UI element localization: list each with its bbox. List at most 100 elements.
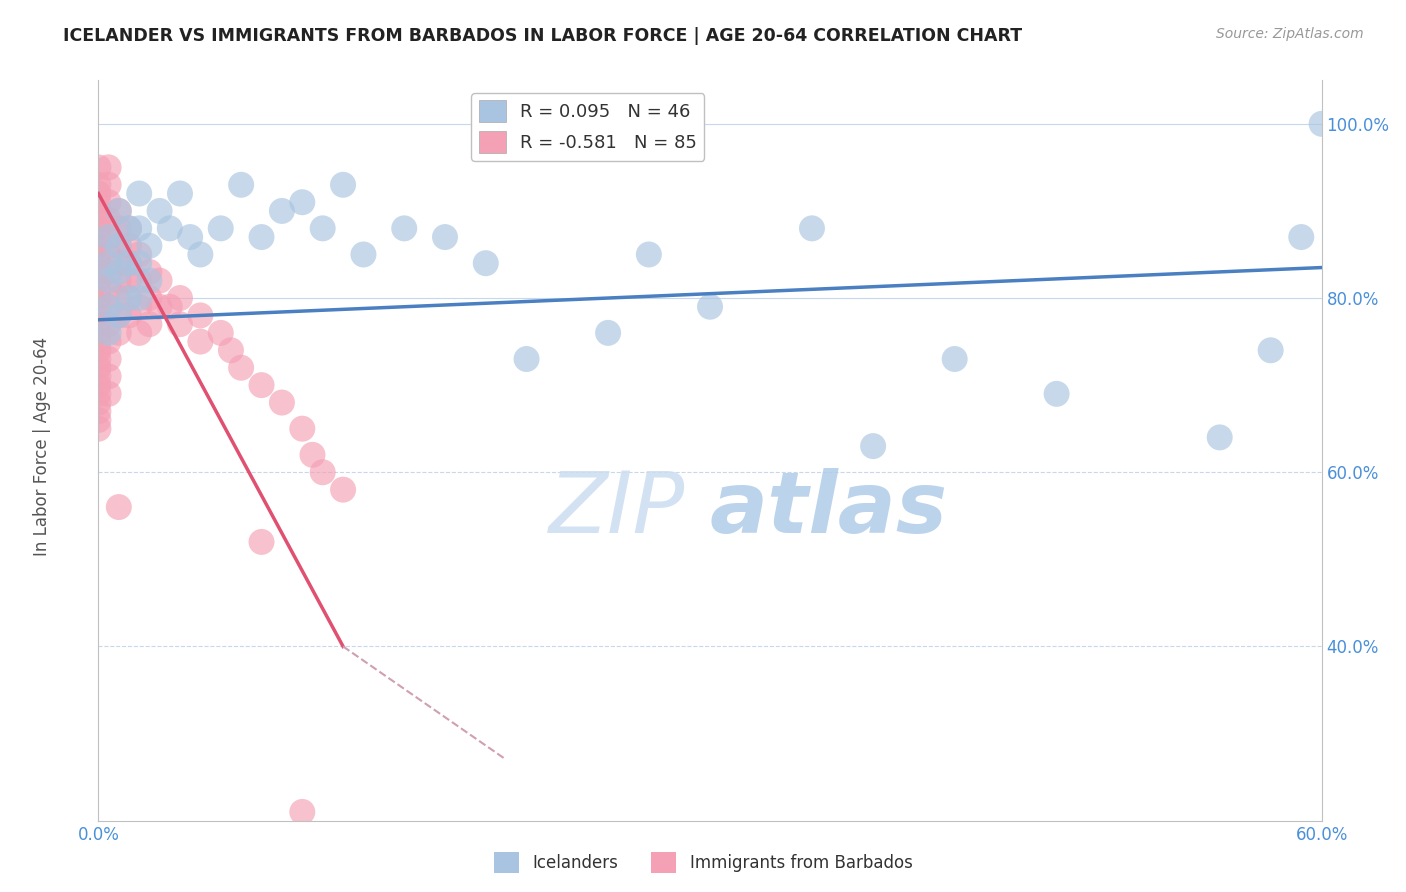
Point xyxy=(291,422,314,436)
Point xyxy=(87,256,110,270)
Point xyxy=(108,239,131,253)
Point xyxy=(128,221,150,235)
Point xyxy=(97,230,120,244)
Point xyxy=(312,465,335,479)
Point xyxy=(87,395,110,409)
Point xyxy=(188,247,212,261)
Point xyxy=(87,413,110,427)
Point xyxy=(97,230,120,244)
Legend: Icelanders, Immigrants from Barbados: Icelanders, Immigrants from Barbados xyxy=(486,846,920,880)
Point xyxy=(118,256,141,270)
Legend: R = 0.095   N = 46, R = -0.581   N = 85: R = 0.095 N = 46, R = -0.581 N = 85 xyxy=(471,93,704,161)
Text: In Labor Force | Age 20-64: In Labor Force | Age 20-64 xyxy=(34,336,51,556)
Point xyxy=(87,247,110,261)
Point xyxy=(188,334,212,349)
Point xyxy=(118,291,141,305)
Point xyxy=(87,230,110,244)
Point xyxy=(97,161,120,175)
Point xyxy=(801,221,824,235)
Point xyxy=(516,351,538,366)
Text: Source: ZipAtlas.com: Source: ZipAtlas.com xyxy=(1216,27,1364,41)
Point xyxy=(598,326,620,340)
Point xyxy=(699,300,721,314)
Point xyxy=(159,221,181,235)
Point xyxy=(97,247,120,261)
Point xyxy=(138,317,160,331)
Point xyxy=(943,351,966,366)
Point xyxy=(87,203,110,218)
Point xyxy=(312,221,335,235)
Point xyxy=(97,369,120,384)
Point xyxy=(474,256,498,270)
Point xyxy=(87,309,110,323)
Point xyxy=(87,387,110,401)
Point xyxy=(87,300,110,314)
Point xyxy=(128,247,150,261)
Text: atlas: atlas xyxy=(710,468,948,551)
Point xyxy=(97,195,120,210)
Point xyxy=(128,274,150,288)
Point xyxy=(87,221,110,235)
Point xyxy=(108,265,131,279)
Point xyxy=(209,221,232,235)
Point xyxy=(108,326,131,340)
Point xyxy=(108,291,131,305)
Point xyxy=(128,291,150,305)
Point xyxy=(862,439,884,453)
Point xyxy=(108,239,131,253)
Point xyxy=(169,291,191,305)
Point xyxy=(97,326,120,340)
Point xyxy=(392,221,416,235)
Point xyxy=(97,334,120,349)
Point xyxy=(332,483,354,497)
Point xyxy=(149,203,172,218)
Point xyxy=(118,221,141,235)
Point xyxy=(108,203,131,218)
Point xyxy=(108,309,131,323)
Point xyxy=(87,351,110,366)
Point xyxy=(108,203,131,218)
Point xyxy=(637,247,661,261)
Point xyxy=(87,274,110,288)
Point xyxy=(87,186,110,201)
Point xyxy=(138,239,160,253)
Point xyxy=(97,300,120,314)
Point xyxy=(128,186,150,201)
Point xyxy=(1310,117,1333,131)
Point xyxy=(87,334,110,349)
Point xyxy=(118,221,141,235)
Point xyxy=(149,274,172,288)
Point xyxy=(97,387,120,401)
Point xyxy=(169,186,191,201)
Point xyxy=(87,291,110,305)
Point xyxy=(97,274,120,288)
Point xyxy=(118,291,141,305)
Point xyxy=(118,256,141,270)
Point xyxy=(188,309,212,323)
Point xyxy=(87,422,110,436)
Point xyxy=(87,212,110,227)
Point xyxy=(270,203,294,218)
Point xyxy=(149,300,172,314)
Point xyxy=(87,326,110,340)
Point xyxy=(138,265,160,279)
Point xyxy=(87,378,110,392)
Point xyxy=(97,212,120,227)
Point xyxy=(108,500,131,514)
Point xyxy=(87,360,110,375)
Point xyxy=(87,195,110,210)
Point xyxy=(118,309,141,323)
Point xyxy=(87,282,110,296)
Point xyxy=(301,448,323,462)
Point xyxy=(128,300,150,314)
Point xyxy=(108,309,131,323)
Point xyxy=(1209,430,1232,444)
Point xyxy=(291,805,314,819)
Point xyxy=(352,247,374,261)
Point xyxy=(87,343,110,358)
Point xyxy=(128,256,150,270)
Point xyxy=(332,178,354,192)
Point xyxy=(108,221,131,235)
Point xyxy=(97,282,120,296)
Point xyxy=(1291,230,1313,244)
